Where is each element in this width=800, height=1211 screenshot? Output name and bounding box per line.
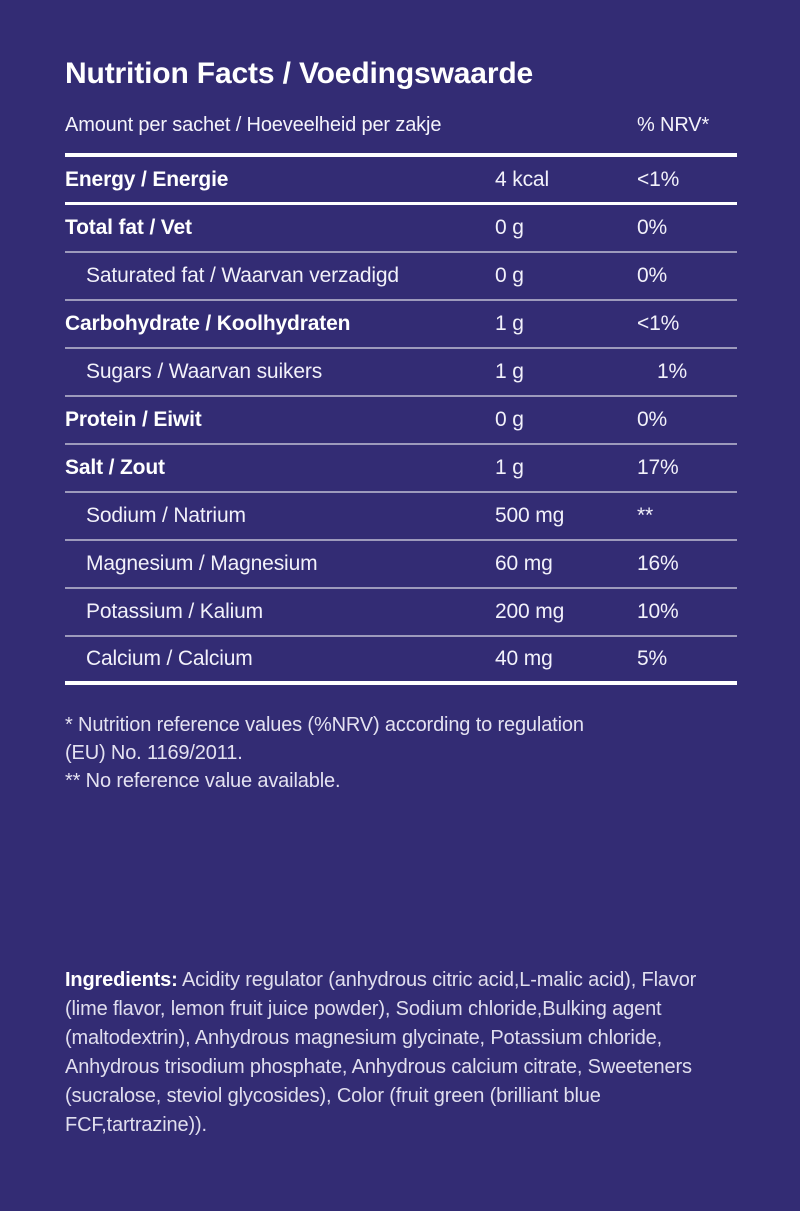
row-amount: 4 kcal <box>495 167 549 191</box>
row-label: Total fat / Vet <box>65 216 192 239</box>
row-label: Sodium / Natrium <box>86 504 246 527</box>
row-amount: 1 g <box>495 360 524 383</box>
row-nrv: 0% <box>637 216 668 239</box>
row-amount: 1 g <box>495 456 524 479</box>
table-row: Potassium / Kalium 200 mg 10% <box>65 589 737 637</box>
row-amount: 1 g <box>495 312 524 335</box>
row-amount: 200 mg <box>495 600 565 623</box>
row-label: Sugars / Waarvan suikers <box>86 360 323 383</box>
row-label: Protein / Eiwit <box>65 408 202 431</box>
ingredients-text: Acidity regulator (anhydrous citric acid… <box>65 969 697 1136</box>
row-label: Energy / Energie <box>65 167 229 191</box>
row-amount: 0 g <box>495 408 524 431</box>
row-amount: 500 mg <box>495 504 565 527</box>
row-label: Magnesium / Magnesium <box>86 552 318 575</box>
row-nrv: 17% <box>637 456 679 479</box>
footnote-line-1: * Nutrition reference values (%NRV) acco… <box>65 714 584 736</box>
row-nrv: 1% <box>657 360 688 383</box>
row-amount: 0 g <box>495 264 524 287</box>
row-nrv: 16% <box>637 552 679 575</box>
table-row: Salt / Zout 1 g 17% <box>65 445 737 493</box>
nutrition-table: Energy / Energie 4 kcal <1% Total fat / … <box>65 157 737 685</box>
row-label: Potassium / Kalium <box>86 600 264 623</box>
table-row: Magnesium / Magnesium 60 mg 16% <box>65 541 737 589</box>
row-label: Saturated fat / Waarvan verzadigd <box>86 264 399 287</box>
row-label: Carbohydrate / Koolhydraten <box>65 312 351 335</box>
row-amount: 0 g <box>495 216 524 239</box>
table-row: Protein / Eiwit 0 g 0% <box>65 397 737 445</box>
footnote-line-2: (EU) No. 1169/2011. <box>65 742 243 764</box>
row-nrv: 0% <box>637 408 668 431</box>
footnote-line-3: ** No reference value available. <box>65 770 341 792</box>
page-title: Nutrition Facts / Voedingswaarde <box>65 57 534 90</box>
table-row: Saturated fat / Waarvan verzadigd 0 g 0% <box>65 253 737 301</box>
table-row: Sodium / Natrium 500 mg ** <box>65 493 737 541</box>
table-row: Energy / Energie 4 kcal <1% <box>65 157 737 205</box>
row-nrv: <1% <box>637 312 680 335</box>
row-nrv: <1% <box>637 167 680 191</box>
table-row: Total fat / Vet 0 g 0% <box>65 205 737 253</box>
table-row: Carbohydrate / Koolhydraten 1 g <1% <box>65 301 737 349</box>
row-nrv: ** <box>637 504 654 527</box>
row-amount: 40 mg <box>495 647 553 670</box>
table-row: Sugars / Waarvan suikers 1 g 1% <box>65 349 737 397</box>
row-amount: 60 mg <box>495 552 553 575</box>
row-nrv: 10% <box>637 600 679 623</box>
table-header: Amount per sachet / Hoeveelheid per zakj… <box>65 114 737 157</box>
footnotes: * Nutrition reference values (%NRV) acco… <box>65 711 737 795</box>
table-row: Calcium / Calcium 40 mg 5% <box>65 637 737 685</box>
row-label: Salt / Zout <box>65 456 165 479</box>
column-header-nrv: % NRV* <box>637 114 710 136</box>
column-header-amount: Amount per sachet / Hoeveelheid per zakj… <box>65 114 442 136</box>
row-nrv: 5% <box>637 647 668 670</box>
row-label: Calcium / Calcium <box>86 647 253 670</box>
row-nrv: 0% <box>637 264 668 287</box>
ingredients-paragraph: Ingredients: Acidity regulator (anhydrou… <box>65 966 737 1140</box>
ingredients-label: Ingredients: <box>65 969 178 991</box>
